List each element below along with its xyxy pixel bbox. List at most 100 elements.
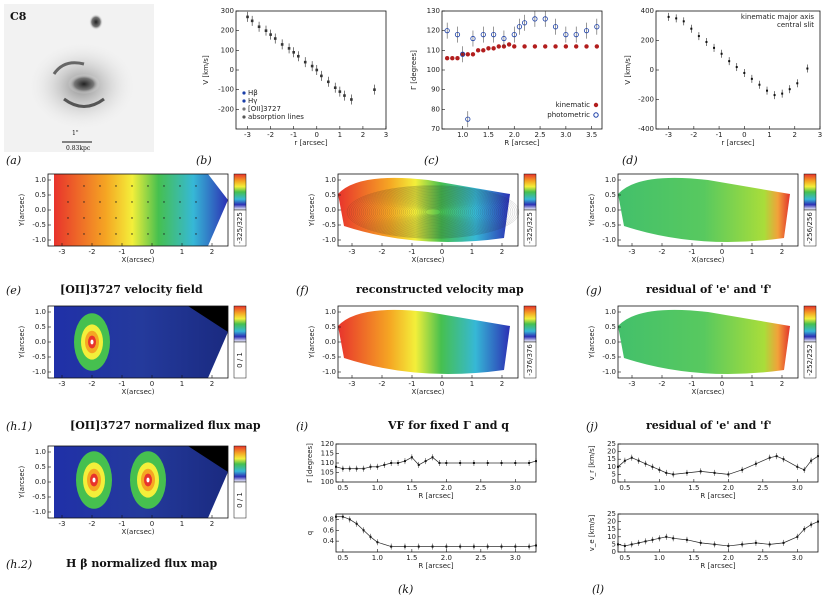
fit-ellipse [424,208,442,216]
caption-h1: [OII]3727 normalized flux map [70,419,261,432]
sample-dot [195,185,197,187]
colorbar [233,173,247,211]
y-tick-label: -200 [218,105,234,113]
sample-dot [163,217,165,219]
x-tick-label: 2.5 [475,484,486,492]
data-point [333,86,337,89]
fit-ellipse [420,207,446,217]
y-tick-label: 1.0 [325,308,336,316]
data-point [343,94,346,97]
fit-ellipse [406,203,460,221]
x-axis-label: R [arcsec] [418,562,453,570]
x-tick-label: -3 [665,131,672,139]
fit-ellipse [376,194,490,230]
y-tick-label: -0.5 [602,353,616,361]
x-tick-label: -3 [59,520,66,528]
data-point [310,64,314,68]
y-tick-label: 0.4 [323,537,335,545]
y-tick-label: 115 [321,450,334,458]
y-tick-label: 0.5 [35,191,46,199]
data-point [781,92,784,95]
y-axis-label: Γ [degrees] [410,50,418,90]
y-tick-label: -1.0 [602,236,616,244]
y-tick-label: 70 [431,125,440,133]
x-axis-label: r [arcsec] [294,139,327,147]
series-segment [755,457,770,465]
scale-top: 1" [72,130,79,137]
data-point [535,544,537,547]
y-tick-label: -0.5 [32,353,46,361]
x-axis-label: R [arcsec] [700,492,735,500]
series-segment [363,466,371,470]
legend-major-axis: kinematic major axis [741,13,814,21]
fit-ellipse [352,187,514,237]
sample-dot [163,233,165,235]
fit-ellipse [402,202,464,222]
data-point [348,518,351,521]
y-tick-label: -0.5 [32,493,46,501]
colorbar-label: -252/252 [806,344,814,376]
x-tick-label: 3.0 [510,554,521,562]
label-c: (c) [424,154,439,167]
series-segment [631,542,639,545]
data-point [264,29,268,32]
y-tick-label: 5 [612,470,616,478]
y-tick-label: 1.0 [35,176,46,184]
data-point [644,462,647,465]
y-tick-label: 120 [321,440,334,448]
photometric-point [444,28,450,34]
sample-dot [67,233,69,235]
y-tick-label: -400 [638,125,654,133]
series-segment [370,536,378,543]
colorbar-box [233,209,247,247]
data-point [424,460,427,463]
data-point [817,455,819,458]
photometric-point [532,16,538,22]
data-point [697,35,700,38]
series-segment [418,460,426,466]
label-e: (e) [6,284,22,297]
fit-ellipse [412,205,454,219]
data-point [369,535,372,538]
y-tick-label: -0.5 [322,353,336,361]
kinematic-point [450,56,455,61]
x-axis-label: X(arcsec) [412,388,445,396]
fit-ellipse [392,199,474,225]
data-point [675,17,678,20]
masked-region [188,446,228,472]
photometric-point [501,35,507,42]
y-tick-label: 0.0 [325,338,336,346]
x-tick-label: 3 [818,131,822,139]
legend-central-slit: central slit [777,21,814,29]
x-tick-label: 2.0 [441,554,452,562]
x-tick-label: 2 [780,380,784,388]
fit-ellipse [408,204,458,220]
fit-ellipse [358,189,508,235]
x-tick-label: 1.5 [406,484,417,492]
sample-dot [179,217,181,219]
y-tick-label: 0.8 [323,515,334,523]
x-tick-label: -3 [244,131,251,139]
x-tick-label: 1 [750,380,754,388]
x-tick-label: 3.0 [510,484,521,492]
series-segment [673,537,688,541]
data-point [376,465,379,468]
fit-ellipse [368,192,498,232]
x-tick-label: 3.0 [792,484,803,492]
series-segment [686,539,701,544]
colorbar-box [233,341,247,379]
data-point [287,47,291,50]
data-point [362,529,365,532]
y-tick-label: 0.5 [35,463,46,471]
series-segment [776,455,784,460]
series-segment [652,537,660,541]
photometric-point [470,35,476,42]
data-point [335,465,337,468]
sample-dot [67,185,69,187]
fit-ellipse [362,190,504,234]
y-tick-label: 25 [607,510,616,518]
x-tick-label: -2 [89,380,96,388]
colorbar-box [523,341,537,379]
x-tick-label: 0 [440,248,444,256]
data-point [667,15,670,18]
